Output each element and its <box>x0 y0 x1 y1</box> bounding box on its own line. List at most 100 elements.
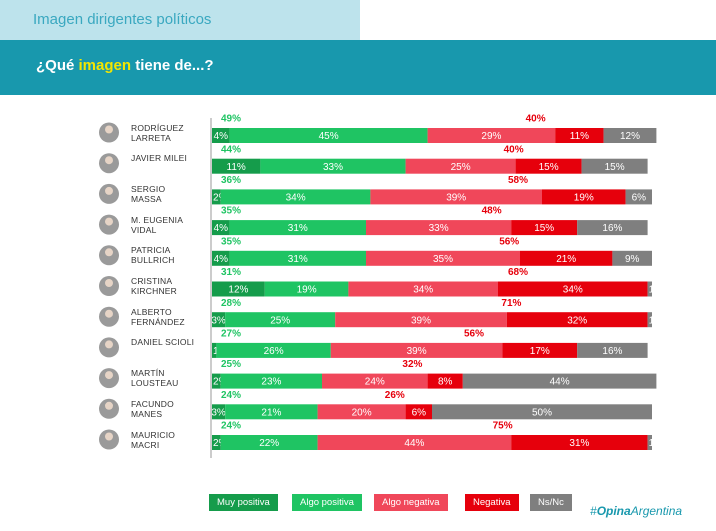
bar-segment <box>555 128 604 143</box>
bar-segment <box>515 158 582 174</box>
bar-segment <box>520 250 613 266</box>
segment-label: 15% <box>605 162 625 173</box>
bar-segment <box>502 342 578 358</box>
bar-segment <box>427 373 463 389</box>
segment-label: 15% <box>539 162 559 173</box>
positive-total: 31% <box>221 267 241 278</box>
photo-head <box>105 279 113 287</box>
tab-title: Imagen dirigentes políticos <box>0 0 360 40</box>
bar-segment <box>212 404 226 420</box>
segment-label: 16% <box>602 223 622 234</box>
bar-segment <box>212 373 221 389</box>
bar-segment <box>581 158 648 174</box>
legend-item: Ns/Nc <box>530 494 572 511</box>
bar-segment <box>220 373 322 389</box>
category-label: FACUNDO MANES <box>131 398 174 419</box>
positive-total: 25% <box>221 359 241 370</box>
positive-total: 28% <box>221 298 241 309</box>
segment-label: 6% <box>412 407 427 418</box>
segment-label: 50% <box>532 407 552 418</box>
category-label: DANIEL SCIOLI <box>131 337 195 348</box>
segment-label: 9% <box>625 254 640 265</box>
segment-label: 32% <box>567 315 587 326</box>
bar-segment <box>229 250 366 266</box>
brand: #OpinaArgentina <box>590 504 683 518</box>
bar-segment <box>577 342 648 358</box>
negative-total: 40% <box>504 144 524 155</box>
positive-total: 35% <box>221 236 241 247</box>
segment-label: 20% <box>352 407 372 418</box>
bar-segment <box>511 435 648 450</box>
segment-label: 34% <box>563 285 583 296</box>
segment-label: 2% <box>213 193 228 204</box>
segment-label: 44% <box>404 438 424 449</box>
segment-label: 39% <box>407 346 427 357</box>
segment-label: 12% <box>228 285 248 296</box>
bar-segment <box>212 128 230 143</box>
segment-label: 4% <box>214 131 229 142</box>
segment-label: 12% <box>620 131 640 142</box>
segment-label: 34% <box>286 193 306 204</box>
segment-label: 15% <box>534 223 554 234</box>
segment-label: 19% <box>574 193 594 204</box>
negative-total: 48% <box>482 206 502 217</box>
segment-label: 3% <box>211 407 226 418</box>
bar-segment <box>542 189 626 205</box>
segment-label: 2% <box>213 438 228 449</box>
segment-label: 25% <box>451 162 471 173</box>
question: tiene de...? <box>131 57 214 74</box>
segment-label: 11% <box>227 162 246 173</box>
segment-label: 1% <box>649 315 664 326</box>
category-label: JAVIER MILEI <box>131 153 188 164</box>
segment-label: 3% <box>211 315 226 326</box>
bar-segment <box>225 404 318 420</box>
bar-segment <box>212 281 265 297</box>
bar-segment <box>229 220 366 236</box>
photo-head <box>105 371 113 380</box>
photo-head <box>105 156 113 165</box>
brand-bold: Opina <box>596 504 631 518</box>
segment-label: 17% <box>530 346 550 357</box>
question-band: ¿Qué imagen tiene de...? <box>0 40 716 95</box>
photo-head <box>105 340 113 349</box>
segment-label: 8% <box>438 377 453 388</box>
bar-segment <box>220 435 318 450</box>
segment-label: 24% <box>365 377 385 388</box>
category-label: CRISTINA KIRCHNER <box>131 276 177 296</box>
segment-label: 4% <box>214 254 229 265</box>
segment-label: 39% <box>446 193 466 204</box>
bar-segment <box>264 281 349 297</box>
bar-segment <box>260 158 406 174</box>
legend-item: Negativa <box>465 494 519 511</box>
bar-segment <box>625 189 652 205</box>
bar-segment <box>317 404 406 420</box>
segment-label: 26% <box>264 346 284 357</box>
bar-segment <box>212 342 217 358</box>
bar-segment <box>462 373 657 389</box>
segment-label: 21% <box>556 254 576 265</box>
bar-segment <box>212 435 221 450</box>
segment-label: 31% <box>569 438 589 449</box>
bar-segment <box>348 281 498 297</box>
bar-segment <box>212 189 221 205</box>
category-label: RODRÍGUEZ LARRETA <box>131 122 184 143</box>
question: ¿Qué <box>36 57 79 74</box>
segment-label: 4% <box>214 223 229 234</box>
negative-total: 56% <box>499 236 519 247</box>
bar-segment <box>647 281 652 297</box>
bar-segment <box>212 250 230 266</box>
segment-label: 2% <box>213 377 228 388</box>
negative-total: 71% <box>501 298 521 309</box>
segment-label: 1% <box>649 438 664 449</box>
segment-label: 34% <box>413 285 433 296</box>
photo-head <box>105 217 113 226</box>
bar-segment <box>317 435 512 450</box>
bar-segment <box>577 220 648 236</box>
bar-segment <box>647 312 652 328</box>
segment-label: 19% <box>297 285 317 296</box>
positive-total: 49% <box>221 114 241 125</box>
brand-rest: Argentina <box>630 504 683 518</box>
photo-head <box>105 401 113 410</box>
